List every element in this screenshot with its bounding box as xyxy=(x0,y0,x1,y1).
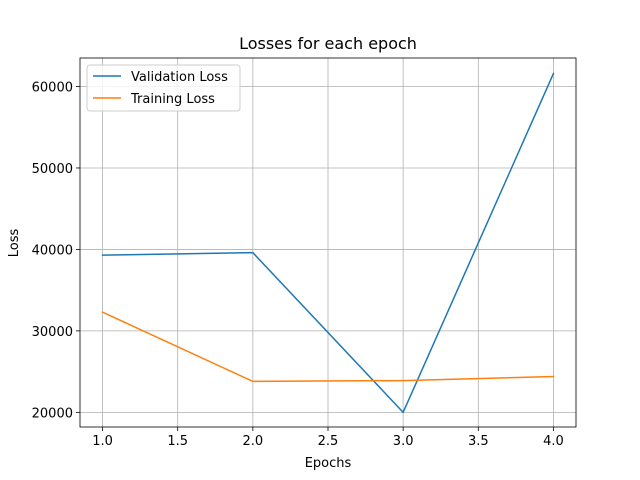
x-tick-label: 3.0 xyxy=(393,434,414,449)
chart-title: Losses for each epoch xyxy=(239,34,417,53)
x-tick-label: 1.0 xyxy=(92,434,113,449)
y-tick-label: 50000 xyxy=(32,162,73,177)
y-tick-label: 30000 xyxy=(32,325,73,340)
y-tick-label: 60000 xyxy=(32,81,73,96)
legend-label: Validation Loss xyxy=(131,70,228,85)
legend-box xyxy=(86,64,241,112)
y-axis-ticks: 20000 30000 40000 50000 60000 xyxy=(32,81,80,421)
x-axis-label: Epochs xyxy=(305,456,352,471)
grid xyxy=(80,58,576,427)
y-tick-label: 40000 xyxy=(32,243,73,258)
x-tick-label: 1.5 xyxy=(167,434,188,449)
y-tick-label: 20000 xyxy=(32,406,73,421)
x-axis-ticks: 1.0 1.5 2.0 2.5 3.0 3.5 4.0 xyxy=(92,427,564,449)
x-tick-label: 2.5 xyxy=(318,434,339,449)
series-lines xyxy=(101,72,555,414)
x-tick-label: 4.0 xyxy=(543,434,564,449)
y-axis-label: Loss xyxy=(7,229,22,258)
legend: Validation Loss Training Loss xyxy=(86,64,241,112)
legend-label: Training Loss xyxy=(130,92,215,107)
series-line-1 xyxy=(101,311,555,383)
x-tick-label: 2.0 xyxy=(243,434,264,449)
series-line-0 xyxy=(101,72,555,414)
x-tick-label: 3.5 xyxy=(468,434,489,449)
